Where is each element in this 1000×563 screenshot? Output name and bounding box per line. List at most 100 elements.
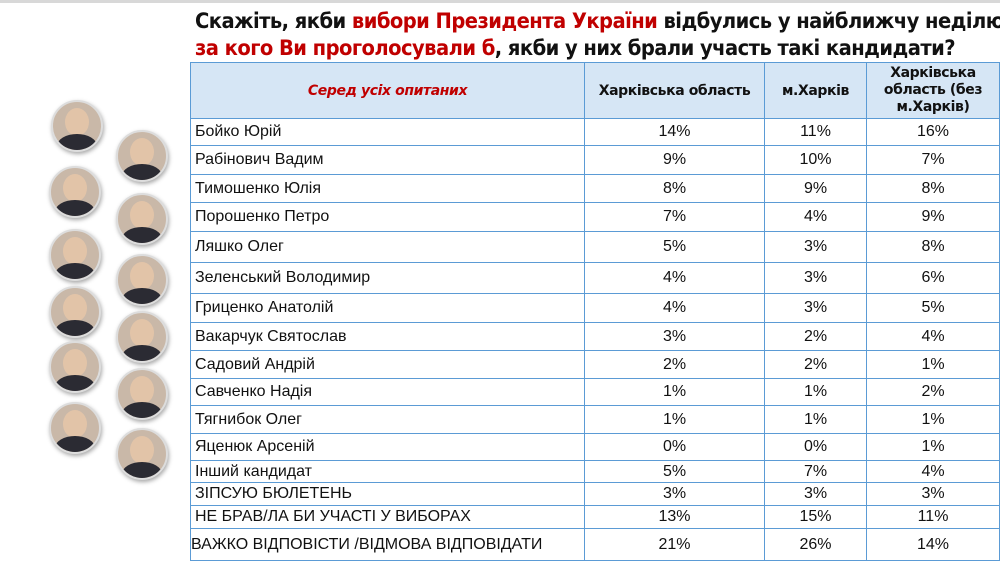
- title-line-2: за кого Ви проголосували б, якби у них б…: [195, 35, 1000, 62]
- suit-shape: [55, 200, 95, 216]
- table-row: Ляшко Олег 5% 3% 8%: [190, 231, 1000, 263]
- title-text: , якби у них брали участь такі кандидати…: [494, 36, 956, 60]
- title-highlight: за кого Ви проголосували б: [195, 36, 495, 60]
- row-value: 15%: [764, 505, 867, 529]
- candidate-photo: [116, 254, 168, 306]
- row-value: 3%: [866, 482, 1000, 506]
- row-value: 10%: [764, 145, 867, 175]
- row-label: ЗІПСУЮ БЮЛЕТЕНЬ: [190, 482, 585, 506]
- table-row: НЕ БРАВ/ЛА БИ УЧАСТІ У ВИБОРАХ 13% 15% 11%: [190, 505, 1000, 529]
- row-value: 14%: [584, 118, 765, 146]
- results-table: Серед усіх опитаних Харківська область м…: [190, 62, 1000, 561]
- row-label: Ляшко Олег: [190, 231, 585, 263]
- candidate-photo: [116, 428, 168, 480]
- suit-shape: [55, 263, 95, 279]
- row-value: 21%: [584, 528, 765, 561]
- row-value: 26%: [764, 528, 867, 561]
- row-value: 5%: [866, 293, 1000, 323]
- table-row: Садовий Андрій 2% 2% 1%: [190, 350, 1000, 379]
- row-label: Порошенко Петро: [190, 202, 585, 232]
- title-line-1: Скажіть, якби вибори Президента України …: [195, 8, 1000, 35]
- row-label: Інший кандидат: [190, 460, 585, 483]
- table-row: ВАЖКО ВІДПОВІСТИ /ВІДМОВА ВІДПОВІДАТИ 21%…: [190, 528, 1000, 561]
- row-value: 1%: [584, 378, 765, 406]
- suit-shape: [55, 320, 95, 336]
- table-row: Вакарчук Святослав 3% 2% 4%: [190, 322, 1000, 351]
- face-shape: [63, 237, 87, 265]
- table-row: ЗІПСУЮ БЮЛЕТЕНЬ 3% 3% 3%: [190, 482, 1000, 506]
- row-label: Зеленський Володимир: [190, 262, 585, 294]
- face-shape: [130, 436, 154, 464]
- table-row: Бойко Юрій 14% 11% 16%: [190, 118, 1000, 146]
- row-value: 8%: [866, 174, 1000, 203]
- row-label: Садовий Андрій: [190, 350, 585, 379]
- face-shape: [63, 174, 87, 202]
- row-value: 9%: [764, 174, 867, 203]
- row-label: Тягнибок Олег: [190, 405, 585, 434]
- row-value: 4%: [866, 460, 1000, 483]
- suit-shape: [122, 227, 162, 243]
- row-value: 9%: [584, 145, 765, 175]
- row-value: 2%: [866, 378, 1000, 406]
- row-label: Яценюк Арсеній: [190, 433, 585, 461]
- table-row: Гриценко Анатолій 4% 3% 5%: [190, 293, 1000, 323]
- suit-shape: [122, 288, 162, 304]
- candidate-photo: [49, 341, 101, 393]
- face-shape: [130, 376, 154, 404]
- row-value: 1%: [866, 405, 1000, 434]
- row-value: 3%: [764, 482, 867, 506]
- title-highlight: вибори Президента України: [351, 9, 658, 33]
- header-kharkiv-city: м.Харків: [764, 62, 867, 119]
- table-row: Савченко Надія 1% 1% 2%: [190, 378, 1000, 406]
- row-value: 7%: [764, 460, 867, 483]
- row-value: 1%: [866, 433, 1000, 461]
- candidate-photo: [49, 229, 101, 281]
- row-value: 3%: [764, 293, 867, 323]
- row-label: Тимошенко Юлія: [190, 174, 585, 203]
- face-shape: [130, 262, 154, 290]
- table-row: Яценюк Арсеній 0% 0% 1%: [190, 433, 1000, 461]
- candidate-photo: [116, 368, 168, 420]
- row-value: 3%: [764, 262, 867, 294]
- row-value: 3%: [584, 482, 765, 506]
- row-value: 4%: [866, 322, 1000, 351]
- title-text: Скажіть, якби: [195, 9, 352, 33]
- suit-shape: [55, 436, 95, 452]
- candidate-photo: [51, 100, 103, 152]
- row-value: 1%: [584, 405, 765, 434]
- row-value: 13%: [584, 505, 765, 529]
- row-value: 0%: [584, 433, 765, 461]
- table-row: Тягнибок Олег 1% 1% 1%: [190, 405, 1000, 434]
- title-text: відбулись у найближчу неділю,: [657, 9, 1000, 33]
- suit-shape: [57, 134, 97, 150]
- row-value: 6%: [866, 262, 1000, 294]
- row-value: 4%: [584, 293, 765, 323]
- row-value: 5%: [584, 231, 765, 263]
- face-shape: [63, 294, 87, 322]
- row-value: 7%: [584, 202, 765, 232]
- row-value: 7%: [866, 145, 1000, 175]
- row-value: 11%: [866, 505, 1000, 529]
- header-all-respondents: Серед усіх опитаних: [190, 62, 585, 119]
- row-label: Савченко Надія: [190, 378, 585, 406]
- page-title: Скажіть, якби вибори Президента України …: [195, 8, 1000, 62]
- row-value: 5%: [584, 460, 765, 483]
- row-label: Рабінович Вадим: [190, 145, 585, 175]
- row-label: Гриценко Анатолій: [190, 293, 585, 323]
- row-value: 0%: [764, 433, 867, 461]
- row-value: 8%: [866, 231, 1000, 263]
- top-divider: [0, 0, 1000, 3]
- face-shape: [65, 108, 89, 136]
- suit-shape: [122, 345, 162, 361]
- candidate-photo: [49, 402, 101, 454]
- row-value: 2%: [764, 350, 867, 379]
- row-label: НЕ БРАВ/ЛА БИ УЧАСТІ У ВИБОРАХ: [190, 505, 585, 529]
- suit-shape: [122, 462, 162, 478]
- header-kharkiv-oblast: Харківська область: [584, 62, 765, 119]
- table-row: Порошенко Петро 7% 4% 9%: [190, 202, 1000, 232]
- suit-shape: [122, 164, 162, 180]
- face-shape: [130, 201, 154, 229]
- row-value: 1%: [866, 350, 1000, 379]
- candidate-photo: [116, 311, 168, 363]
- table-header: Серед усіх опитаних Харківська область м…: [190, 62, 1000, 119]
